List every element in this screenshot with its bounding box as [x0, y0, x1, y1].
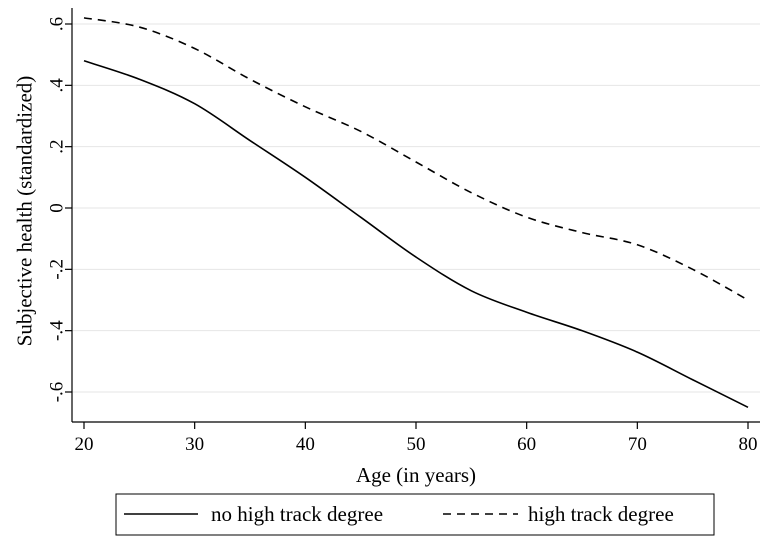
x-tick-label: 40: [296, 434, 315, 455]
y-tick-label: .2: [47, 140, 68, 154]
y-tick-label: -.6: [47, 382, 68, 403]
x-tick-label: 30: [185, 434, 204, 455]
y-tick-label: -.4: [47, 320, 68, 341]
x-tick-label: 80: [739, 434, 758, 455]
y-tick-label: -.2: [47, 259, 68, 280]
x-tick-label: 20: [75, 434, 94, 455]
y-tick-label: 0: [47, 203, 68, 213]
y-tick-label: .4: [47, 78, 68, 93]
series-line-high-track: [83, 17, 749, 301]
y-tick-label: .6: [47, 17, 68, 31]
x-tick-label: 60: [517, 434, 536, 455]
x-tick-label: 50: [407, 434, 426, 455]
legend: no high track degree high track degree: [115, 493, 715, 536]
x-axis-label: Age (in years): [356, 463, 476, 487]
series-line-no-high-track: [83, 60, 749, 409]
x-axis: 20 30 40 50 60 70 80: [72, 421, 760, 455]
y-axis-label: Subjective health (standardized): [12, 76, 36, 347]
legend-label-high-track: high track degree: [528, 502, 674, 526]
legend-label-no-high-track: no high track degree: [211, 502, 383, 526]
gridlines: [72, 23, 760, 393]
series-lines: [83, 17, 749, 409]
y-axis: -.6 -.4 -.2 0 .2 .4 .6: [47, 8, 73, 422]
x-tick-label: 70: [628, 434, 647, 455]
legend-box: [115, 493, 715, 536]
